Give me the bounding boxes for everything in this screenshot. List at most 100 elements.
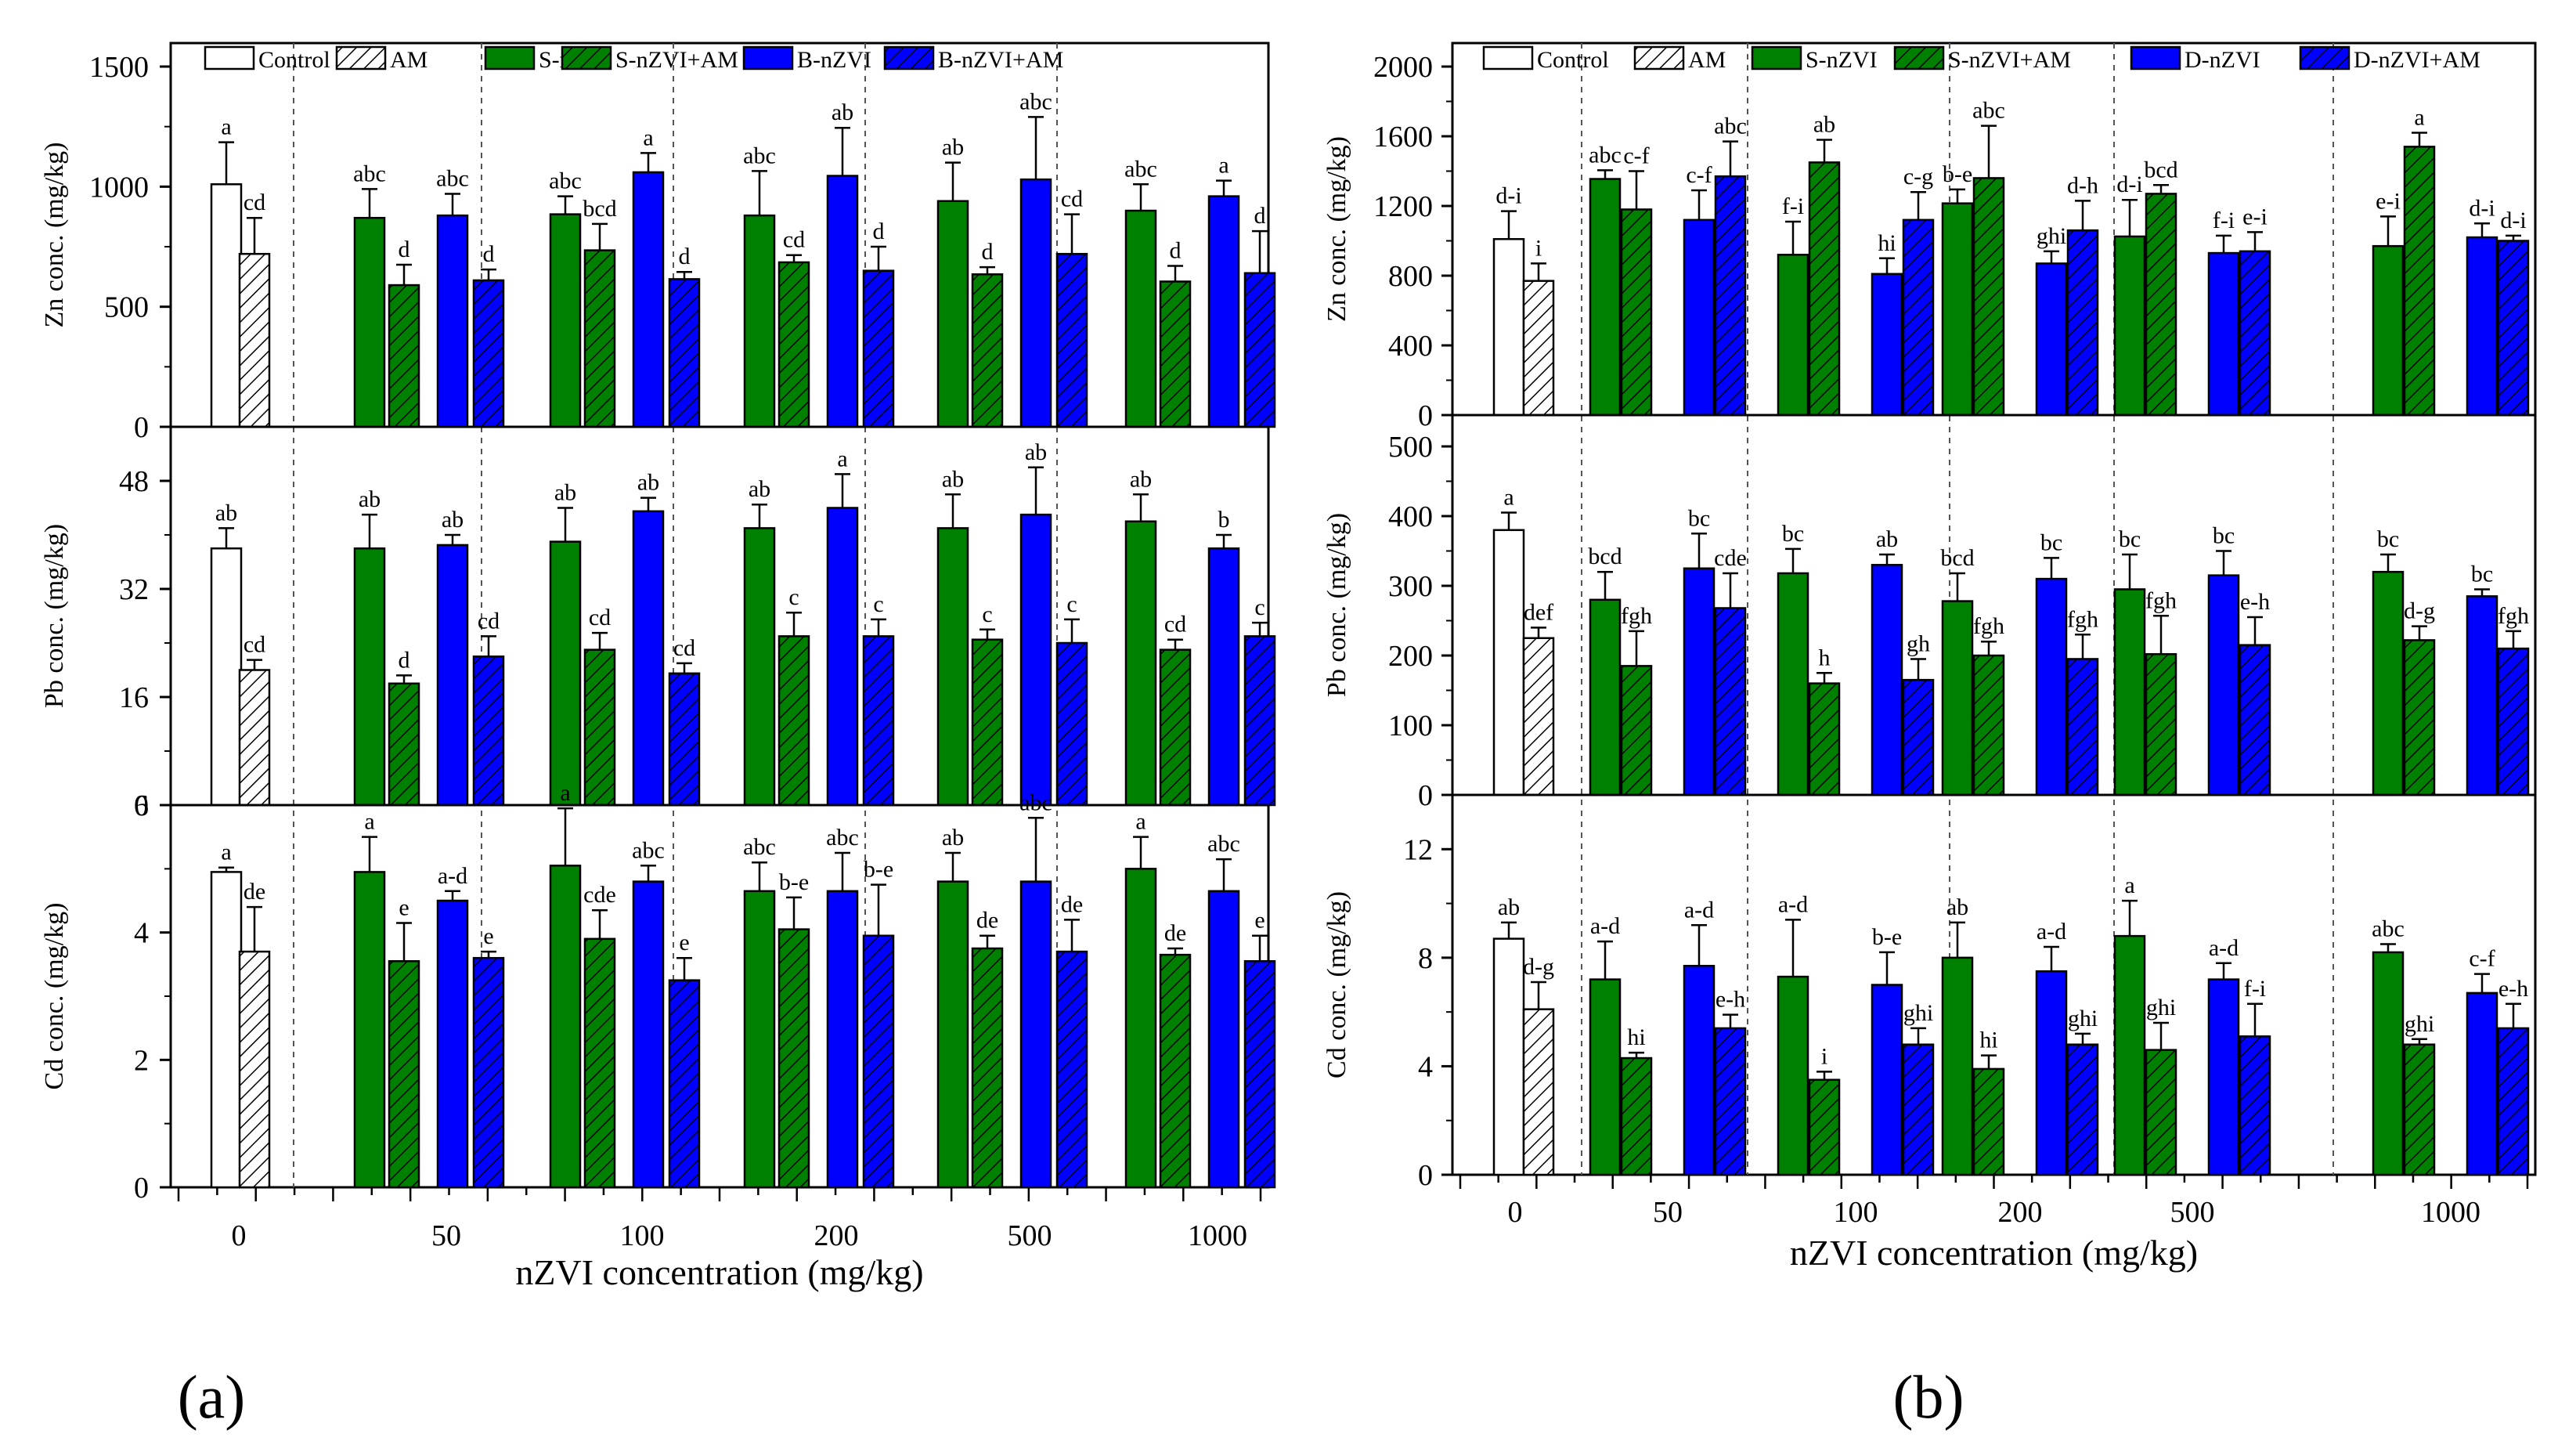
x-tick-label: 500 xyxy=(2170,1196,2215,1229)
significance-letter: bc xyxy=(1688,505,1710,531)
significance-letter: cd xyxy=(1061,186,1083,212)
y-tick-label: 0 xyxy=(134,789,149,822)
bar xyxy=(1808,682,1841,796)
legend-swatch xyxy=(1893,45,1945,70)
significance-letter: c-g xyxy=(1903,164,1933,190)
bar xyxy=(862,269,895,428)
y-tick-label: 200 xyxy=(1388,640,1433,673)
y-tick-label: 2 xyxy=(134,1044,149,1077)
bar xyxy=(583,249,616,428)
significance-letter: ab xyxy=(1946,894,1968,920)
bar xyxy=(1620,208,1653,417)
y-tick-label: 4 xyxy=(134,917,149,950)
significance-letter: a xyxy=(2124,872,2134,898)
y-tick-label: 12 xyxy=(1403,833,1433,866)
bar xyxy=(1124,209,1157,428)
bar xyxy=(353,216,386,428)
y-tick-label: 48 xyxy=(119,465,149,498)
significance-letter: hi xyxy=(1878,230,1896,256)
significance-letter: ab xyxy=(359,486,381,512)
significance-letter: d xyxy=(873,219,885,244)
bar xyxy=(1941,956,1974,1176)
significance-letter: fgh xyxy=(2145,587,2177,613)
x-axis-title: nZVI concentration (mg/kg) xyxy=(1790,1233,2198,1273)
y-tick-label: 500 xyxy=(1388,431,1433,464)
significance-letter: ab xyxy=(832,99,853,125)
bar xyxy=(826,175,859,428)
legend-label: Control xyxy=(258,47,330,73)
significance-letter: abc xyxy=(826,825,859,851)
significance-letter: b-e xyxy=(1872,924,1902,950)
bar xyxy=(1243,272,1276,428)
bar xyxy=(1777,572,1809,796)
bar xyxy=(1871,984,1903,1176)
significance-letter: a xyxy=(221,840,231,865)
bar xyxy=(583,937,616,1189)
significance-letter: b xyxy=(1218,507,1230,533)
bar xyxy=(632,880,665,1189)
bar xyxy=(1589,978,1622,1176)
bar xyxy=(777,928,810,1189)
significance-letter: c xyxy=(982,601,992,627)
legend-label: D-nZVI+AM xyxy=(2354,47,2480,73)
bar xyxy=(936,200,969,428)
y-tick-label: 1200 xyxy=(1373,190,1433,223)
legend-label: Control xyxy=(1537,47,1609,73)
bar xyxy=(1972,177,2005,417)
bar xyxy=(2239,1035,2271,1176)
bar xyxy=(2497,1027,2530,1176)
y-tick-label: 0 xyxy=(134,1172,149,1205)
bar xyxy=(936,880,969,1189)
x-tick-label: 200 xyxy=(814,1219,859,1252)
significance-letter: d-i xyxy=(2116,172,2142,197)
significance-letter: bc xyxy=(2471,561,2493,587)
bar xyxy=(1124,520,1157,807)
significance-letter: abc xyxy=(353,161,386,186)
bar xyxy=(2239,250,2271,417)
bar xyxy=(549,540,582,807)
bar xyxy=(632,171,665,428)
significance-letter: d-g xyxy=(1523,954,1554,980)
bar xyxy=(2066,1043,2099,1176)
bar xyxy=(210,871,243,1189)
significance-letter: a xyxy=(560,780,570,806)
bar xyxy=(743,214,776,428)
significance-letter: a xyxy=(1503,485,1513,511)
bar xyxy=(1972,1067,2005,1176)
legend-swatch xyxy=(1751,45,1802,70)
bar xyxy=(826,507,859,807)
legend-label: B-nZVI+AM xyxy=(938,47,1063,73)
significance-letter: d-i xyxy=(2469,195,2495,221)
bar xyxy=(1124,868,1157,1189)
significance-letter: de xyxy=(976,908,998,934)
significance-letter: f-i xyxy=(2213,208,2235,233)
bar xyxy=(862,934,895,1189)
bar xyxy=(2035,970,2068,1176)
significance-letter: bcd xyxy=(1940,545,1974,571)
y-tick-label: 500 xyxy=(104,291,149,324)
significance-letter: a xyxy=(1218,153,1228,179)
bar xyxy=(777,635,810,807)
significance-letter: a xyxy=(1135,809,1145,835)
bar xyxy=(1055,641,1088,807)
legend-label: S-nZVI+AM xyxy=(615,47,738,73)
significance-letter: a-d xyxy=(1778,891,1808,917)
significance-letter: d xyxy=(1254,203,1266,229)
significance-letter: a-d xyxy=(1590,913,1620,939)
bar xyxy=(1620,1056,1653,1176)
significance-letter: c xyxy=(873,591,883,617)
significance-letter: d xyxy=(1170,238,1182,264)
significance-letter: ab xyxy=(1498,894,1520,920)
bar xyxy=(1589,598,1622,796)
bar xyxy=(1941,600,1974,796)
y-tick-label: 8 xyxy=(1418,942,1433,975)
y-tick-label: 300 xyxy=(1388,570,1433,603)
significance-letter: bc xyxy=(2213,523,2235,549)
significance-letter: ab xyxy=(554,480,576,506)
bar xyxy=(1492,529,1525,796)
significance-letter: d xyxy=(399,237,410,262)
bar xyxy=(1207,890,1240,1189)
significance-letter: ab xyxy=(215,500,237,526)
